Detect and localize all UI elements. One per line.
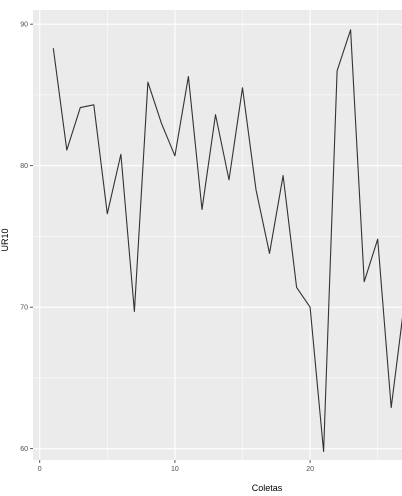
axis-ticks: 60 70 80 90 0 10 20 — [20, 22, 314, 473]
y-axis-title: UR10 — [0, 228, 10, 251]
y-tick-label: 60 — [20, 446, 28, 453]
x-tick-label: 20 — [306, 466, 314, 473]
x-tick-label: 10 — [171, 466, 179, 473]
x-axis-title: Coletas — [252, 483, 283, 493]
y-tick-label: 70 — [20, 305, 28, 312]
data-series — [52, 29, 402, 453]
grid-lines — [33, 10, 402, 460]
y-tick-label: 90 — [20, 22, 28, 29]
y-tick-label: 80 — [20, 163, 28, 170]
plot-panel — [33, 10, 402, 460]
series-line — [52, 29, 402, 453]
x-tick-label: 0 — [38, 466, 42, 473]
